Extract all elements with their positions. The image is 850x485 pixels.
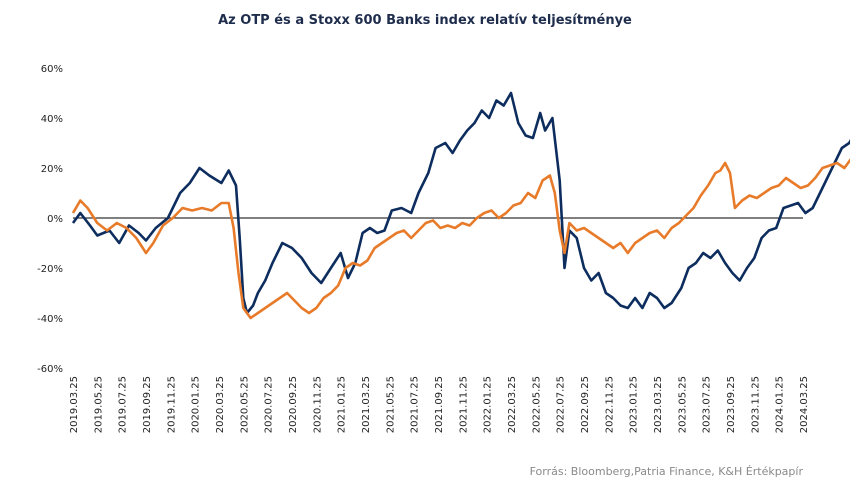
x-tick-label: 2019.09.25 <box>142 376 153 433</box>
x-tick-label: 2023.09.25 <box>726 376 737 433</box>
x-tick-label: 2022.01.25 <box>483 376 494 433</box>
y-tick-label: 20% <box>41 164 63 175</box>
x-tick-label: 2021.05.25 <box>385 376 396 433</box>
y-tick-label: -40% <box>37 314 63 325</box>
x-tick-label: 2024.01.25 <box>775 376 786 433</box>
x-tick-label: 2020.09.25 <box>288 376 299 433</box>
x-tick-label: 2022.11.25 <box>604 376 615 433</box>
x-tick-label: 2020.07.25 <box>264 376 275 433</box>
chart-title: Az OTP és a Stoxx 600 Banks index relatí… <box>218 13 632 28</box>
x-tick-label: 2022.05.25 <box>531 376 542 433</box>
x-axis-ticks: 2019.03.25 2019.05.25 2019.07.25 2019.09.25… <box>69 376 810 433</box>
series-layer <box>71 91 850 320</box>
x-tick-label: 2024.03.25 <box>799 376 810 433</box>
x-tick-label: 2021.09.25 <box>434 376 445 433</box>
x-tick-label: 2022.03.25 <box>507 376 518 433</box>
x-tick-label: 2023.03.25 <box>653 376 664 433</box>
series-line-stoxx <box>71 158 850 320</box>
x-tick-label: 2023.01.25 <box>629 376 640 433</box>
y-tick-label: 0% <box>47 214 63 225</box>
series-line-otp <box>71 91 850 315</box>
x-tick-label: 2023.11.25 <box>750 376 761 433</box>
x-tick-label: 2020.03.25 <box>215 376 226 433</box>
x-tick-label: 2019.11.25 <box>166 376 177 433</box>
x-tick-label: 2022.07.25 <box>556 376 567 433</box>
x-tick-label: 2023.07.25 <box>702 376 713 433</box>
y-axis-ticks: 60% 40% 20% 0% -20% -40% -60% <box>37 64 63 375</box>
x-tick-label: 2020.11.25 <box>312 376 323 433</box>
x-tick-label: 2023.05.25 <box>677 376 688 433</box>
y-tick-label: -20% <box>37 264 63 275</box>
x-tick-label: 2021.07.25 <box>410 376 421 433</box>
x-tick-label: 2021.01.25 <box>337 376 348 433</box>
x-tick-label: 2021.03.25 <box>361 376 372 433</box>
y-tick-label: -60% <box>37 364 63 375</box>
x-tick-label: 2020.01.25 <box>191 376 202 433</box>
x-tick-label: 2020.05.25 <box>239 376 250 433</box>
x-tick-label: 2019.07.25 <box>118 376 129 433</box>
x-tick-label: 2019.05.25 <box>93 376 104 433</box>
y-tick-label: 60% <box>41 64 63 75</box>
y-tick-label: 40% <box>41 114 63 125</box>
x-tick-label: 2021.11.25 <box>458 376 469 433</box>
x-tick-label: 2022.09.25 <box>580 376 591 433</box>
source-note: Forrás: Bloomberg,Patria Finance, K&H Ér… <box>530 465 804 478</box>
x-tick-label: 2019.03.25 <box>69 376 80 433</box>
